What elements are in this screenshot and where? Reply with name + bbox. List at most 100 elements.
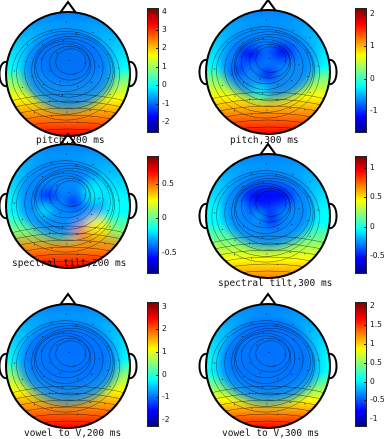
colorbar-tick-mark (156, 66, 159, 68)
head-outline (205, 303, 331, 429)
colorbar-tick-label: 0 (370, 73, 375, 83)
colorbar-tick-mark (156, 306, 159, 308)
colorbar-tick-mark (156, 183, 159, 185)
colorbar-tick-mark (364, 197, 367, 199)
topomap-head-plot (0, 132, 138, 269)
topomap-head-plot (0, 292, 138, 429)
head-outline (5, 303, 131, 429)
colorbar-tick-mark (364, 419, 367, 421)
colorbar-tick-mark (364, 381, 367, 383)
colorbar-tick-mark (364, 362, 367, 364)
colorbar-tick-label: 2 (370, 300, 375, 310)
scalp-map (206, 154, 330, 278)
head-outline (205, 9, 331, 135)
panel-caption: vowel to V,300 ms (222, 428, 320, 439)
colorbar-tick-mark (364, 400, 367, 402)
colorbar-tick-label: 1 (162, 347, 167, 356)
colorbar-tick-label: 1 (370, 41, 375, 51)
colorbar-tick-label: 0 (162, 369, 167, 379)
colorbar-tick-mark (156, 352, 159, 353)
colorbar-tick-label: -2 (162, 415, 170, 425)
scalp-map (6, 144, 130, 268)
colorbar-tick-mark (156, 103, 159, 105)
colorbar (355, 156, 367, 274)
nose-marker (59, 132, 77, 146)
colorbar-tick-mark (156, 374, 159, 376)
colorbar-tick-mark (364, 305, 367, 307)
colorbar-tick-mark (364, 14, 367, 16)
colorbar-tick-label: -0.5 (162, 248, 177, 258)
colorbar (355, 302, 367, 427)
right-ear (128, 193, 138, 219)
colorbar-tick-mark (364, 46, 367, 48)
right-ear (328, 59, 338, 85)
topomap-panel-pitch-200: pitch,200 ms 4 3 2 1 0 -1 -2 (0, 0, 192, 148)
colorbar-tick-label: -1 (162, 392, 170, 402)
colorbar-tick-label: 0 (370, 221, 375, 231)
colorbar-tick-label: 1 (370, 338, 375, 348)
nose-marker (259, 142, 277, 156)
scalp-map (6, 304, 130, 428)
colorbar-tick-label: 0 (370, 376, 375, 386)
panel-caption: vowel to V,200 ms (24, 428, 122, 439)
colorbar (147, 302, 159, 427)
head-outline (5, 143, 131, 269)
colorbar-tick-mark (364, 167, 367, 169)
colorbar-tick-label: 1.5 (370, 319, 382, 329)
topomap-head-plot (198, 292, 338, 429)
colorbar-tick-label: -2 (162, 116, 170, 126)
topomap-head-plot (198, 0, 338, 135)
colorbar-tick-mark (156, 48, 159, 50)
left-ear (0, 353, 8, 379)
colorbar-tick-mark (156, 11, 159, 13)
colorbar-tick-label: 0 (162, 80, 167, 90)
left-ear (0, 193, 8, 219)
topomap-panel-pitch-300: pitch,300 ms 2 1 0 -1 (192, 0, 385, 148)
topomap-head-plot (0, 0, 138, 137)
right-ear (328, 203, 338, 229)
left-ear (198, 59, 208, 85)
right-ear (128, 353, 138, 379)
colorbar-tick-mark (156, 253, 159, 255)
nose-marker (59, 292, 77, 306)
colorbar-tick-mark (156, 218, 159, 220)
colorbar-tick-mark (364, 226, 367, 228)
head-outline (205, 153, 331, 279)
colorbar (147, 8, 159, 133)
topomap-panel-spectral-tilt-300: spectral tilt,300 ms 1 0.5 0 -0.5 (192, 142, 385, 294)
colorbar-tick-label: 4 (162, 6, 167, 16)
colorbar-tick-mark (156, 30, 159, 32)
colorbar-tick-mark (364, 78, 367, 80)
topomap-panel-vowel-to-v-300: vowel to V,300 ms 2 1.5 1 0.5 0 -0.5 -1 (192, 292, 385, 439)
scalp-map (206, 10, 330, 134)
colorbar-tick-mark (156, 85, 159, 87)
colorbar-tick-label: -1 (162, 98, 170, 108)
right-ear (128, 61, 138, 87)
nose-marker (259, 292, 277, 306)
colorbar-tick-label: -1 (370, 414, 378, 424)
colorbar-tick-mark (364, 256, 367, 258)
colorbar-tick-label: 1 (370, 162, 375, 172)
panel-caption: pitch,300 ms (230, 135, 299, 146)
topomap-head-plot (198, 142, 338, 279)
colorbar-tick-mark (364, 110, 367, 112)
head-outline (5, 11, 131, 137)
colorbar-tick-label: 0.5 (162, 178, 174, 188)
colorbar-tick-label: 2 (162, 324, 167, 334)
panel-caption: pitch,200 ms (36, 135, 105, 146)
scalp-map (206, 304, 330, 428)
colorbar-tick-label: 2 (162, 43, 167, 53)
panel-caption: spectral tilt,200 ms (12, 258, 127, 269)
colorbar-tick-label: 0 (162, 213, 167, 223)
colorbar-tick-label: 0.5 (370, 192, 382, 202)
colorbar-tick-mark (156, 397, 159, 399)
colorbar-tick-mark (156, 420, 159, 422)
colorbar-tick-label: 3 (162, 25, 167, 35)
colorbar-tick-label: 0.5 (370, 357, 382, 367)
colorbar-tick-label: 3 (162, 301, 167, 311)
nose-marker (59, 0, 77, 14)
left-ear (198, 353, 208, 379)
colorbar-tick-label: 2 (370, 9, 375, 19)
colorbar-tick-mark (364, 324, 367, 326)
left-ear (198, 203, 208, 229)
